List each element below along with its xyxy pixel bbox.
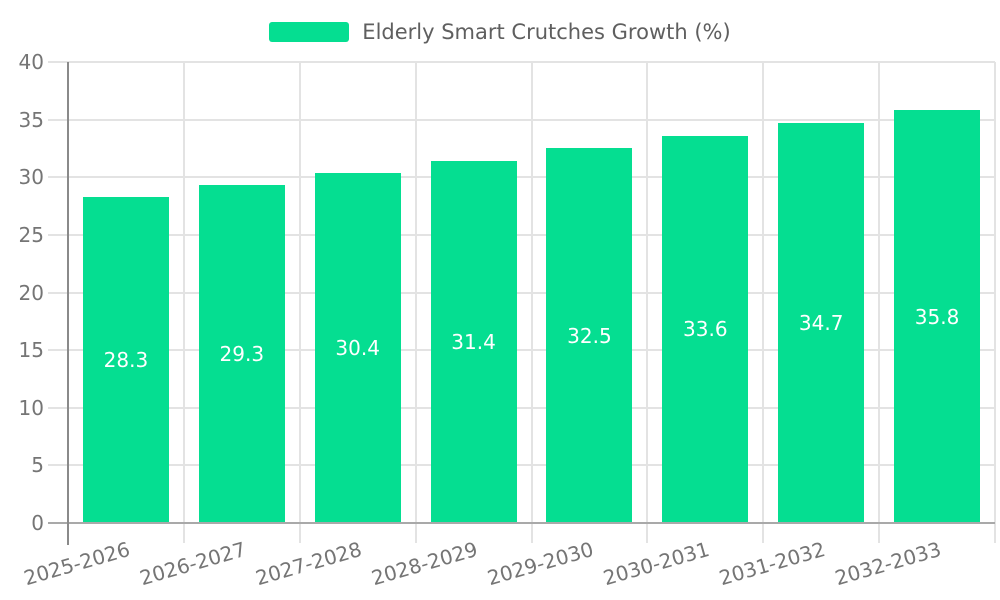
gridline-h xyxy=(48,61,995,63)
x-axis-tick xyxy=(878,523,881,543)
bar[interactable]: 28.3 xyxy=(82,196,169,523)
gridline-v xyxy=(182,62,185,523)
bar-value-label: 32.5 xyxy=(567,323,612,348)
gridline-v xyxy=(646,62,649,523)
gridline-h xyxy=(48,406,995,409)
bar[interactable]: 32.5 xyxy=(546,148,633,523)
bar-value-label: 28.3 xyxy=(103,347,149,372)
gridline-v xyxy=(414,62,417,523)
x-axis-tick xyxy=(762,523,765,543)
x-axis-line xyxy=(48,522,995,524)
y-tick-label: 25 xyxy=(18,222,44,247)
y-tick-label: 20 xyxy=(18,280,44,305)
bar[interactable]: 30.4 xyxy=(314,172,401,523)
bar-value-label: 35.8 xyxy=(914,304,960,329)
y-tick-label: 30 xyxy=(18,165,44,190)
x-axis-tick xyxy=(530,523,533,543)
y-tick-label: 5 xyxy=(31,453,44,478)
bar-value-label: 33.6 xyxy=(683,317,728,342)
y-axis-line xyxy=(67,62,69,545)
x-axis-tick xyxy=(182,523,185,543)
gridline-h xyxy=(48,291,995,294)
gridline-h xyxy=(48,464,995,467)
chart-legend[interactable]: Elderly Smart Crutches Growth (%) xyxy=(0,20,1000,44)
bar-value-label: 29.3 xyxy=(219,342,265,367)
bar-value-label: 30.4 xyxy=(335,335,380,360)
bar[interactable]: 34.7 xyxy=(778,123,865,523)
y-tick-label: 35 xyxy=(18,107,44,132)
gridline-v xyxy=(994,62,996,523)
y-tick-label: 10 xyxy=(18,395,44,420)
bar[interactable]: 35.8 xyxy=(894,110,981,523)
gridline-h xyxy=(48,233,995,236)
x-axis-tick xyxy=(994,523,996,543)
bar[interactable]: 33.6 xyxy=(662,135,749,523)
bar-value-label: 31.4 xyxy=(451,330,496,355)
y-tick-label: 0 xyxy=(31,511,44,535)
gridline-h xyxy=(48,176,995,179)
bar[interactable]: 29.3 xyxy=(198,185,285,523)
gridline-v xyxy=(530,62,533,523)
y-tick-label: 15 xyxy=(18,338,44,363)
gridline-v xyxy=(298,62,301,523)
gridline-h xyxy=(48,349,995,352)
legend-label: Elderly Smart Crutches Growth (%) xyxy=(362,20,731,44)
gridline-h xyxy=(48,118,995,121)
x-axis-tick xyxy=(298,523,301,543)
x-axis-tick xyxy=(646,523,649,543)
y-tick-label: 40 xyxy=(18,50,44,74)
x-axis-tick xyxy=(414,523,417,543)
bar[interactable]: 31.4 xyxy=(430,161,517,523)
gridline-v xyxy=(762,62,765,523)
bar-value-label: 34.7 xyxy=(798,311,844,336)
legend-swatch-icon xyxy=(269,22,350,42)
gridline-v xyxy=(878,62,881,523)
